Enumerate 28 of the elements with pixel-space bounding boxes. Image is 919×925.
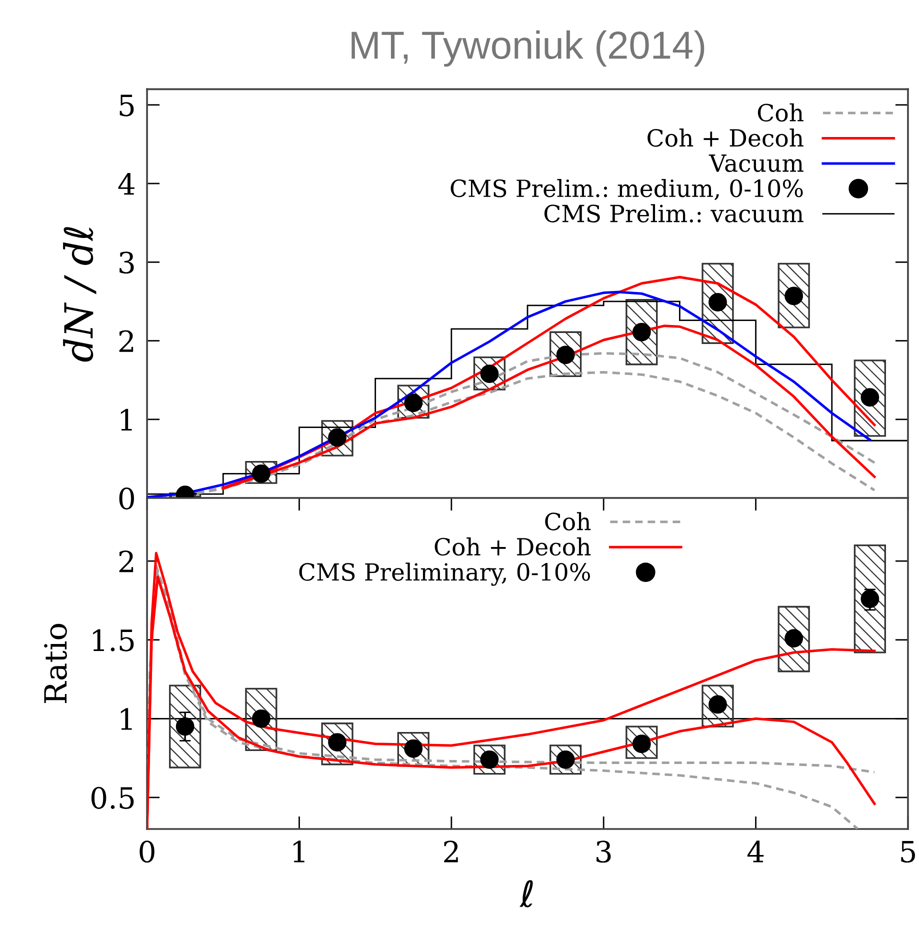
- legend-label: Vacuum: [708, 154, 804, 172]
- y-tick-label: 1: [120, 708, 132, 730]
- legend-label: CMS Preliminary, 0-10%: [299, 562, 590, 586]
- y-tick-label: 5: [120, 94, 134, 116]
- legend-label: Coh + Decoh: [648, 128, 804, 147]
- x-tick-label: 4: [747, 840, 764, 862]
- legend-label: Coh + Decoh: [434, 537, 591, 556]
- legend-label: CMS Prelim.: medium, 0-10%: [450, 178, 803, 200]
- y-axis-title: Ratio: [44, 624, 67, 703]
- y-tick-label: 3: [120, 252, 134, 274]
- x-tick-label: 0: [140, 840, 154, 863]
- y-tick-label: 0.5: [91, 786, 134, 809]
- y-tick-label: 0: [119, 487, 134, 510]
- y-tick-label: 2: [119, 330, 134, 352]
- y-tick-label: 1: [120, 408, 132, 430]
- legend-label: CMS Prelim.: vacuum: [544, 204, 804, 222]
- x-axis-title: ℓ: [520, 880, 533, 908]
- x-tick-label: 5: [901, 840, 915, 863]
- y-tick-label: 1.5: [93, 629, 134, 652]
- y-axis-title: dN / dℓ: [63, 227, 96, 362]
- y-tick-label: 2: [119, 550, 134, 572]
- x-tick-label: 1: [294, 840, 304, 862]
- legend-label: Coh: [758, 103, 804, 122]
- legend-label: Coh: [545, 512, 591, 530]
- chart-title: MT, Tywoniuk (2014): [352, 30, 704, 67]
- x-tick-label: 3: [596, 840, 611, 863]
- y-tick-label: 4: [118, 172, 134, 195]
- x-tick-label: 2: [444, 840, 458, 862]
